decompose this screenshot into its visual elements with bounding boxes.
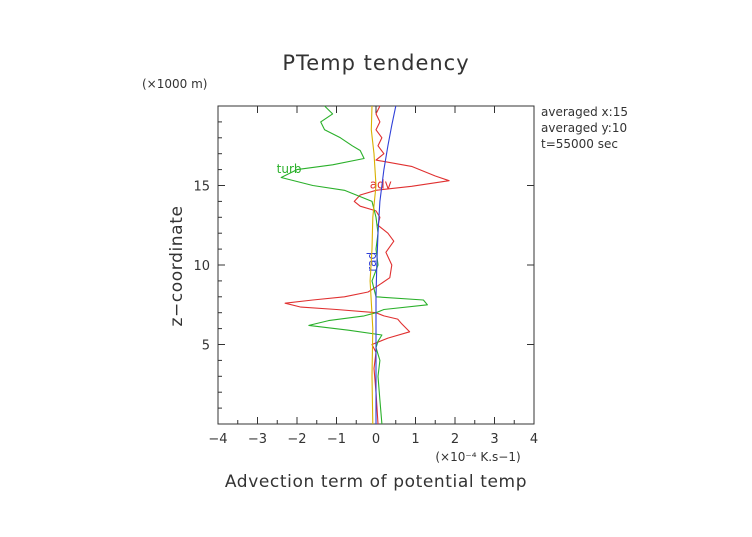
- averaged-x-note: averaged x:15: [541, 105, 628, 119]
- y-tick-label: 15: [193, 180, 210, 195]
- x-tick-label: −3: [248, 432, 267, 447]
- x-tick-label: −4: [208, 432, 227, 447]
- y-axis-label: z−coordinate: [167, 205, 187, 326]
- x-tick-label: −2: [287, 432, 306, 447]
- y-tick-label: 5: [202, 339, 210, 354]
- series-label-adv: adv: [370, 178, 392, 192]
- x-tick-label: 3: [490, 432, 498, 447]
- series-label-turb: turb: [277, 162, 302, 176]
- series-line-turb: [280, 105, 428, 425]
- series-label-rad: rad: [365, 252, 379, 272]
- time-note: t=55000 sec: [541, 137, 618, 151]
- chart-title: PTemp tendency: [282, 51, 469, 75]
- x-tick-label: 4: [530, 432, 538, 447]
- plot-area: −4 −3 −2 −1 0 1 2 3 4 5 10 15 adv turb rad: [193, 105, 538, 447]
- x-axis-label: Advection term of potential temp: [225, 472, 527, 492]
- y-axis-unit: (×1000 m): [142, 77, 207, 91]
- x-tick-label: 0: [372, 432, 380, 447]
- x-tick-label: 1: [411, 432, 419, 447]
- averaged-y-note: averaged y:10: [541, 121, 627, 135]
- y-tick-label: 10: [193, 259, 210, 274]
- x-tick-label: −1: [327, 432, 346, 447]
- series-line-series-3: [369, 105, 377, 425]
- x-tick-label: 2: [451, 432, 459, 447]
- series-line-rad: [375, 105, 397, 424]
- x-axis-unit: (×10⁻⁴ K.s−1): [435, 450, 520, 464]
- series-line-adv: [284, 105, 450, 425]
